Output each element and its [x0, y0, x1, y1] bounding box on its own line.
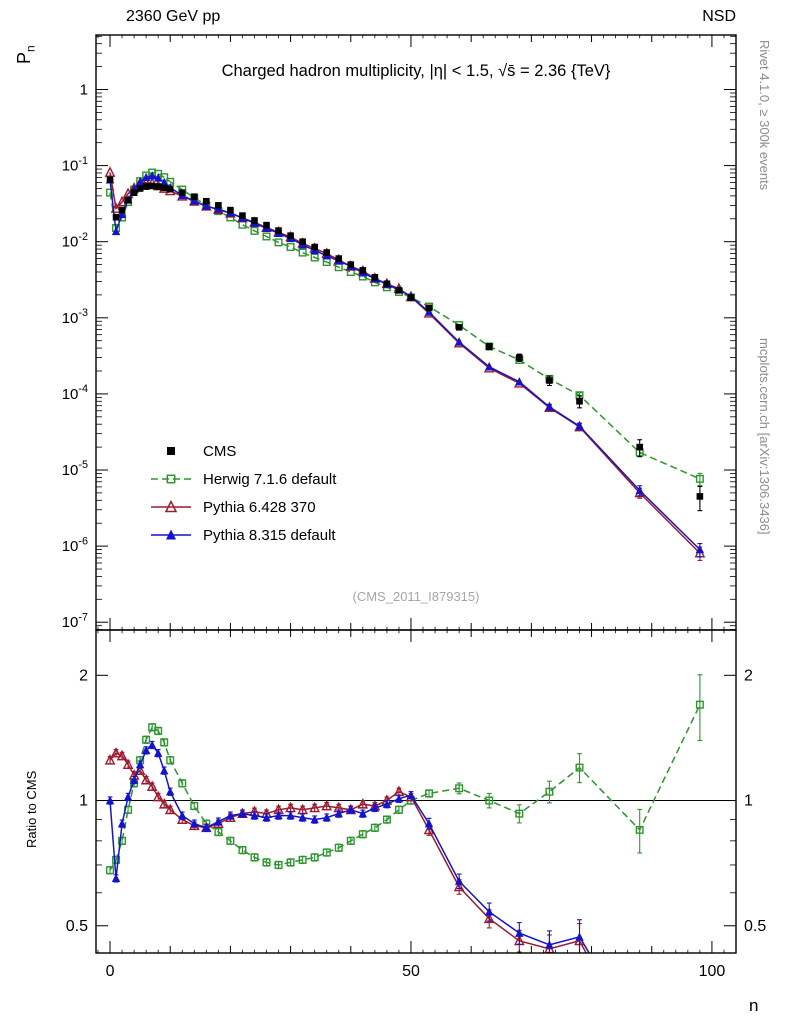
svg-text:10-5: 10-5: [62, 459, 88, 479]
y-axis-base: P: [14, 51, 34, 64]
svg-text:1: 1: [79, 793, 88, 810]
svg-text:10-6: 10-6: [62, 535, 88, 555]
legend-label: CMS: [203, 442, 237, 460]
svg-text:10-2: 10-2: [62, 231, 88, 251]
svg-text:2: 2: [79, 667, 88, 684]
main-y-axis-title: Pn: [14, 45, 38, 64]
legend-item-pythia8: Pythia 8.315 default: [148, 521, 336, 549]
analysis-watermark: (CMS_2011_I879315): [352, 589, 480, 604]
svg-text:50: 50: [402, 963, 420, 980]
legend: CMS Herwig 7.1.6 default Pythia 6.428 37…: [148, 437, 336, 549]
svg-text:10-3: 10-3: [62, 307, 88, 327]
ratio-y-axis-title: Ratio to CMS: [24, 770, 39, 848]
y-axis-sub: n: [23, 45, 38, 52]
plot-title: Charged hadron multiplicity, |η| < 1.5, …: [221, 62, 611, 80]
svg-text:0.5: 0.5: [66, 918, 88, 935]
mcplots-reference-note: mcplots.cern.ch [arXiv:1306.3436]: [757, 338, 772, 535]
legend-label: Pythia 6.428 370: [203, 498, 316, 516]
pythia6-marker-icon: [151, 499, 191, 513]
svg-text:10-4: 10-4: [62, 383, 88, 403]
legend-label: Herwig 7.1.6 default: [203, 470, 337, 488]
legend-item-cms: CMS: [148, 437, 336, 465]
svg-text:10-7: 10-7: [62, 611, 88, 631]
header-beam-label: 2360 GeV pp: [126, 8, 221, 25]
rivet-version-note: Rivet 4.1.0, ≥ 300k events: [757, 40, 772, 191]
svg-text:2: 2: [744, 667, 753, 684]
svg-text:0: 0: [106, 963, 115, 980]
svg-text:0.5: 0.5: [744, 918, 766, 935]
legend-item-herwig: Herwig 7.1.6 default: [148, 465, 336, 493]
x-axis-title: n: [749, 996, 759, 1015]
cms-marker-icon: [167, 447, 175, 455]
svg-text:100: 100: [699, 963, 726, 980]
svg-text:10-1: 10-1: [62, 155, 88, 175]
legend-label: Pythia 8.315 default: [203, 526, 336, 544]
svg-text:1: 1: [744, 793, 753, 810]
pythia8-marker-icon: [151, 529, 191, 540]
herwig-marker-icon: [151, 474, 191, 484]
svg-text:1: 1: [80, 81, 88, 98]
legend-item-pythia6: Pythia 6.428 370: [148, 493, 336, 521]
header-condition-label: NSD: [702, 8, 736, 25]
